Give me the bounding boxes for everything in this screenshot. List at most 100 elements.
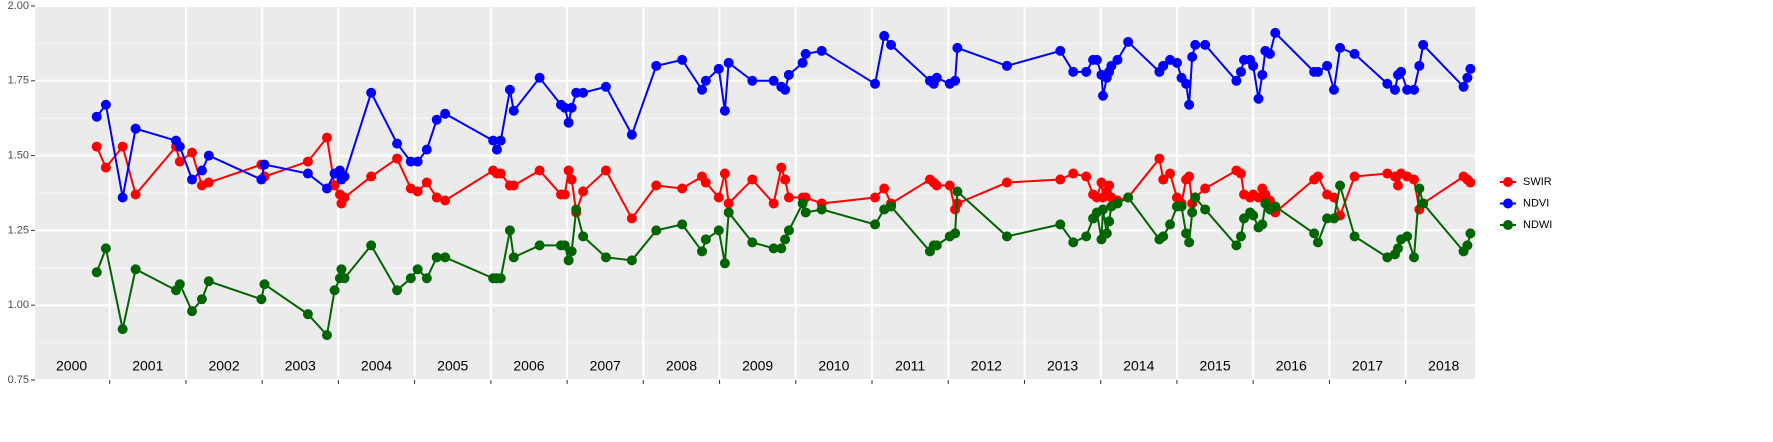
data-point bbox=[117, 141, 128, 152]
data-point bbox=[508, 105, 519, 116]
data-point bbox=[559, 102, 570, 113]
data-point bbox=[600, 165, 611, 176]
data-point bbox=[1253, 93, 1264, 104]
data-point bbox=[392, 138, 403, 149]
data-point bbox=[534, 240, 545, 251]
data-point bbox=[339, 171, 350, 182]
data-point bbox=[329, 285, 340, 296]
data-point bbox=[1104, 216, 1115, 227]
data-point bbox=[1465, 228, 1476, 239]
data-point bbox=[1322, 60, 1333, 71]
legend-label: NDWI bbox=[1523, 219, 1552, 231]
data-point bbox=[1158, 231, 1169, 242]
data-point bbox=[1187, 51, 1198, 62]
x-tick-label: 2001 bbox=[132, 358, 163, 374]
data-point bbox=[1123, 192, 1134, 203]
data-point bbox=[1171, 57, 1182, 68]
data-point bbox=[1200, 39, 1211, 50]
data-point bbox=[203, 150, 214, 161]
data-point bbox=[336, 264, 347, 275]
data-point bbox=[302, 168, 313, 179]
x-tick-label: 2017 bbox=[1352, 358, 1383, 374]
data-point bbox=[1248, 60, 1259, 71]
data-point bbox=[1264, 48, 1275, 59]
data-point bbox=[677, 183, 688, 194]
data-point bbox=[1055, 219, 1066, 230]
data-point bbox=[1465, 177, 1476, 188]
data-point bbox=[1396, 66, 1407, 77]
data-point bbox=[174, 141, 185, 152]
data-point bbox=[302, 156, 313, 167]
data-point bbox=[559, 240, 570, 251]
data-point bbox=[329, 180, 340, 191]
data-point bbox=[578, 87, 589, 98]
data-point bbox=[256, 174, 267, 185]
data-point bbox=[559, 189, 570, 200]
x-tick-label: 2006 bbox=[513, 358, 544, 374]
data-point bbox=[816, 45, 827, 56]
data-point bbox=[1184, 237, 1195, 248]
data-point bbox=[412, 186, 423, 197]
y-tick-label: 1.25 bbox=[8, 224, 29, 236]
data-point bbox=[816, 204, 827, 215]
data-point bbox=[1322, 213, 1333, 224]
data-point bbox=[187, 147, 198, 158]
data-point bbox=[130, 123, 141, 134]
data-point bbox=[797, 198, 808, 209]
data-point bbox=[431, 114, 442, 125]
legend-key bbox=[1503, 198, 1513, 209]
data-point bbox=[321, 132, 332, 143]
data-point bbox=[1190, 39, 1201, 50]
data-point bbox=[768, 198, 779, 209]
data-point bbox=[1239, 213, 1250, 224]
data-point bbox=[187, 174, 198, 185]
data-point bbox=[571, 204, 582, 215]
data-point bbox=[1335, 42, 1346, 53]
data-point bbox=[1081, 66, 1092, 77]
data-point bbox=[495, 273, 506, 284]
data-point bbox=[366, 87, 377, 98]
data-point bbox=[508, 252, 519, 263]
x-tick-label: 2013 bbox=[1047, 358, 1078, 374]
data-point bbox=[321, 183, 332, 194]
y-tick-label: 1.00 bbox=[8, 299, 29, 311]
data-point bbox=[491, 144, 502, 155]
data-point bbox=[1458, 81, 1469, 92]
x-tick-label: 2012 bbox=[971, 358, 1002, 374]
data-point bbox=[719, 105, 730, 116]
data-point bbox=[392, 285, 403, 296]
data-point bbox=[534, 72, 545, 83]
legend-label: NDVI bbox=[1523, 197, 1549, 209]
data-point bbox=[508, 180, 519, 191]
data-point bbox=[626, 255, 637, 266]
data-point bbox=[91, 141, 102, 152]
data-point bbox=[534, 165, 545, 176]
x-tick-label: 2009 bbox=[742, 358, 773, 374]
x-tick-label: 2015 bbox=[1199, 358, 1230, 374]
data-point bbox=[1393, 180, 1404, 191]
data-point bbox=[1187, 207, 1198, 218]
data-point bbox=[1465, 63, 1476, 74]
data-point bbox=[723, 57, 734, 68]
data-point bbox=[1001, 60, 1012, 71]
legend-key bbox=[1503, 177, 1513, 187]
data-point bbox=[797, 57, 808, 68]
x-tick-label: 2010 bbox=[818, 358, 849, 374]
data-point bbox=[1335, 180, 1346, 191]
data-point bbox=[174, 156, 185, 167]
data-point bbox=[1257, 219, 1268, 230]
data-point bbox=[1235, 231, 1246, 242]
x-tick-label: 2014 bbox=[1123, 358, 1154, 374]
y-tick-label: 0.75 bbox=[8, 374, 29, 386]
data-point bbox=[1184, 99, 1195, 110]
data-point bbox=[1158, 174, 1169, 185]
data-point bbox=[1382, 78, 1393, 89]
data-point bbox=[1389, 84, 1400, 95]
y-tick-label: 2.00 bbox=[8, 0, 29, 12]
data-point bbox=[719, 168, 730, 179]
x-tick-label: 2011 bbox=[895, 358, 925, 374]
data-point bbox=[1091, 54, 1102, 65]
data-point bbox=[366, 240, 377, 251]
data-point bbox=[1382, 252, 1393, 263]
data-point bbox=[600, 81, 611, 92]
